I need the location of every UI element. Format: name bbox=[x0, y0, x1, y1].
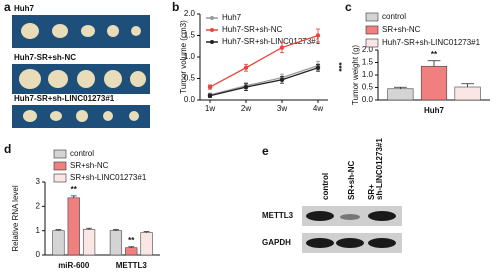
tumors bbox=[19, 69, 146, 89]
row-label: METTL3 bbox=[262, 211, 294, 220]
y-axis-label: Tumor volume (cm3) bbox=[179, 20, 188, 94]
point bbox=[315, 33, 321, 38]
y-tick-label: 0.0 bbox=[184, 95, 196, 104]
point bbox=[279, 77, 285, 82]
legend-swatch bbox=[53, 149, 67, 159]
legend-marker bbox=[210, 40, 214, 44]
legend-label: SR+sh-NC bbox=[70, 161, 109, 170]
legend-marker bbox=[210, 28, 214, 32]
y-axis-label: Tumor weight (g) bbox=[351, 45, 360, 106]
error-bar bbox=[113, 229, 119, 231]
legend-swatch bbox=[365, 12, 379, 22]
x-tick-label: miR-600 bbox=[58, 261, 90, 270]
x-tick-label: METTL3 bbox=[116, 261, 148, 270]
x-tick-label: 3w bbox=[277, 104, 287, 113]
panel-label: d bbox=[4, 142, 11, 156]
legend-label: Huh7-SR+sh-LINC01273#1 bbox=[382, 38, 481, 47]
x-tick-label: 2w bbox=[241, 104, 251, 113]
error-bar bbox=[128, 246, 135, 248]
panel-label: a bbox=[4, 0, 11, 14]
error-bar bbox=[427, 60, 441, 67]
group-label: Huh7-SR+sh-LINC01273#1 bbox=[14, 94, 115, 103]
legend-swatch bbox=[365, 25, 379, 35]
line bbox=[209, 67, 319, 97]
bar bbox=[82, 229, 96, 256]
line bbox=[209, 64, 319, 96]
y-tick-label: 1 bbox=[36, 226, 41, 235]
point bbox=[243, 84, 249, 90]
y-tick-label: 3 bbox=[36, 177, 41, 186]
legend-swatch bbox=[53, 173, 67, 183]
bar bbox=[387, 88, 414, 101]
y-tick-label: 0.0 bbox=[362, 95, 374, 104]
y-tick-label: 2.0 bbox=[362, 45, 374, 54]
y-tick-label: 2.0 bbox=[184, 9, 196, 18]
bar bbox=[454, 86, 481, 101]
lane-label: SR+sh-NC bbox=[347, 160, 356, 200]
tumors bbox=[21, 23, 141, 39]
y-tick-label: 1.0 bbox=[362, 70, 374, 79]
legend-marker bbox=[210, 16, 214, 20]
legend-label: SR+sh-NC bbox=[382, 25, 421, 34]
y-tick-label: 0 bbox=[36, 250, 41, 259]
row-label: GAPDH bbox=[262, 238, 291, 247]
group-label: Huh7-SR+sh-NC bbox=[14, 53, 76, 62]
error-bar bbox=[461, 83, 474, 87]
error-bar bbox=[55, 229, 62, 231]
y-tick-label: 2 bbox=[36, 201, 41, 210]
lane-label: control bbox=[321, 173, 330, 200]
point bbox=[243, 65, 249, 70]
annotation: ** bbox=[128, 236, 135, 245]
x-tick-label: Huh7 bbox=[424, 106, 445, 115]
group-label: Huh7 bbox=[14, 4, 35, 13]
bar bbox=[125, 247, 138, 256]
legend-label: Huh7-SR+sh-LINC01273#1 bbox=[222, 37, 321, 46]
error-bar bbox=[70, 195, 77, 198]
panel-label: b bbox=[172, 0, 179, 14]
error-bar bbox=[394, 86, 407, 89]
legend-swatch bbox=[365, 38, 379, 48]
point bbox=[207, 84, 213, 90]
annotation: *** bbox=[334, 62, 343, 72]
point bbox=[279, 45, 285, 50]
legend-label: control bbox=[382, 12, 406, 21]
tumors bbox=[23, 110, 139, 122]
y-tick-label: 0.5 bbox=[184, 74, 196, 83]
bar bbox=[109, 230, 123, 256]
y-tick-label: 1.5 bbox=[362, 58, 374, 67]
legend-swatch bbox=[53, 161, 67, 171]
annotation: ** bbox=[431, 50, 438, 59]
y-tick-label: 1.0 bbox=[184, 52, 196, 61]
x-tick-label: 1w bbox=[205, 104, 215, 113]
bands bbox=[306, 238, 396, 248]
panel-label: e bbox=[262, 144, 269, 158]
panel-label: c bbox=[345, 0, 352, 14]
x-tick-label: 4w bbox=[313, 104, 323, 113]
bar bbox=[67, 197, 80, 256]
legend-label: Huh7-SR+sh-NC bbox=[222, 25, 282, 34]
annotation: ** bbox=[71, 185, 78, 194]
y-tick-label: 0.5 bbox=[362, 83, 374, 92]
lane-label: SR+ bbox=[367, 184, 376, 200]
bar bbox=[420, 65, 448, 101]
line bbox=[209, 34, 319, 88]
error-bar bbox=[143, 231, 150, 233]
point bbox=[207, 93, 213, 98]
bar bbox=[52, 230, 65, 256]
point bbox=[315, 65, 321, 70]
bar bbox=[140, 232, 153, 256]
lane-label: sh-LINC01273#1 bbox=[375, 138, 384, 200]
error-bar bbox=[86, 227, 92, 230]
legend-label: control bbox=[70, 149, 94, 158]
legend-label: Huh7 bbox=[222, 13, 242, 22]
y-axis-label: Relative RNA level bbox=[11, 185, 20, 251]
bands bbox=[306, 211, 396, 221]
legend-label: SR+sh-LINC01273#1 bbox=[70, 173, 147, 182]
y-tick-label: 1.5 bbox=[184, 31, 196, 40]
